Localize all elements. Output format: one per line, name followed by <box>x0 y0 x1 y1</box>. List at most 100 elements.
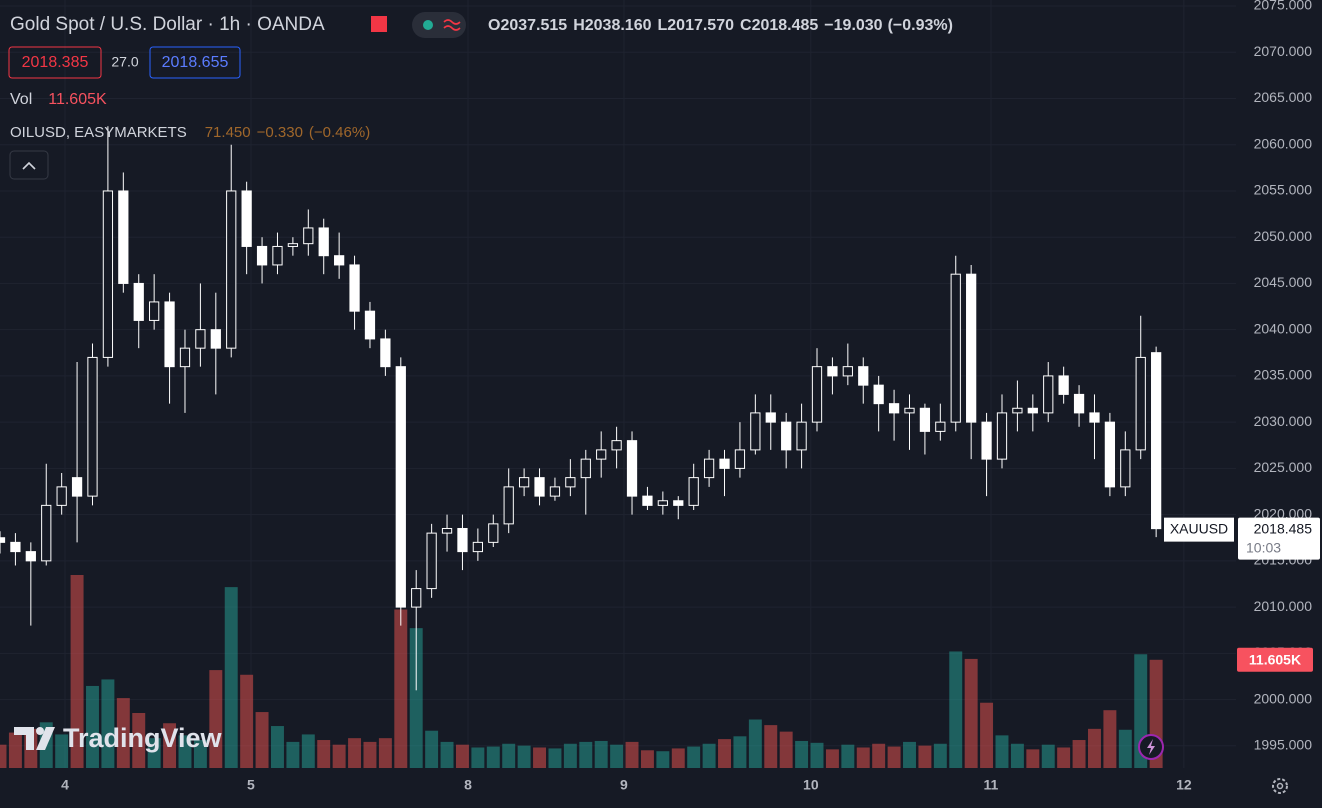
volume-bar <box>841 744 855 768</box>
candle-body <box>195 329 206 349</box>
candle-body <box>688 477 699 506</box>
volume-bar <box>317 740 331 768</box>
volume-bar <box>1026 749 1040 768</box>
volume-bar <box>825 749 839 768</box>
bid-box <box>8 46 102 79</box>
candle-body <box>1120 449 1131 488</box>
candle-body <box>811 366 823 423</box>
candle-body <box>580 458 591 479</box>
candle-body <box>149 301 160 321</box>
candle-body <box>518 477 530 488</box>
candle-body <box>256 245 268 266</box>
candle-body <box>703 458 715 479</box>
logo <box>14 727 55 750</box>
candle-body <box>426 532 437 590</box>
candle-body <box>765 412 776 423</box>
volume-bar <box>1072 740 1086 768</box>
status-pill[interactable] <box>412 12 466 38</box>
y-tick-label: 2050.000 <box>1254 228 1313 244</box>
change-value: −19.030 <box>824 17 882 34</box>
candle-body <box>796 421 807 451</box>
volume-bar <box>209 670 223 768</box>
y-tick-label: 1995.000 <box>1254 737 1313 753</box>
candle-body <box>673 500 684 506</box>
volume-bar <box>748 719 762 768</box>
overlay-value: 71.450 <box>205 124 251 141</box>
candle-body <box>1151 352 1162 530</box>
volume-bar <box>887 746 901 768</box>
volume-bar <box>147 738 161 768</box>
volume-bar <box>409 628 423 768</box>
overlay-change: −0.330 <box>257 124 303 141</box>
volume-bar <box>255 712 269 768</box>
volume-bar <box>964 658 978 768</box>
ask-price: 2018.655 <box>162 54 229 71</box>
volume-bar <box>1088 728 1101 768</box>
y-tick-label: 2035.000 <box>1254 367 1313 383</box>
candle-body <box>287 243 299 247</box>
volume-bar <box>625 741 639 768</box>
volume-bar <box>810 742 824 768</box>
flag-icon[interactable] <box>371 16 387 32</box>
ohlc-letter: O <box>488 17 500 34</box>
y-tick-label: 2040.000 <box>1254 320 1313 336</box>
volume-bar <box>656 751 670 768</box>
volume-bar <box>1118 729 1132 768</box>
price-axis <box>1236 0 1322 808</box>
time-axis <box>0 768 1322 808</box>
volume-bar <box>533 747 547 768</box>
collapse-button[interactable] <box>9 150 49 180</box>
candle-body <box>873 384 884 405</box>
ohlc-letter: C <box>740 17 752 34</box>
candle-body <box>966 273 977 423</box>
volume-bar <box>579 741 593 768</box>
change-percent: (−0.93%) <box>888 17 953 34</box>
open-value: 2037.515 <box>500 17 567 34</box>
candle-body <box>303 227 314 245</box>
volume-bar <box>1057 747 1071 768</box>
candle-body <box>349 264 360 312</box>
volume-bar <box>332 744 346 768</box>
candle-body <box>488 523 499 543</box>
candle-body <box>919 407 931 432</box>
high-value: 2038.160 <box>585 17 652 34</box>
settings-icon <box>1276 782 1284 790</box>
candle-body <box>1027 407 1038 414</box>
volume-bar <box>471 747 485 768</box>
candle-body <box>241 190 252 247</box>
spread: 27.0 <box>111 54 138 70</box>
volume-tag-label: 11.605K <box>1249 652 1301 668</box>
candle-body <box>657 500 668 506</box>
volume-bar <box>795 740 809 768</box>
ohlc-letter: L <box>657 17 667 34</box>
volume-bar <box>132 712 146 768</box>
candle-body <box>642 495 653 506</box>
candle-body <box>25 551 36 562</box>
volume-bar <box>0 744 7 768</box>
volume-bar <box>224 587 238 768</box>
x-tick-label: 10 <box>803 777 819 793</box>
candle-body <box>734 449 746 469</box>
volume-bar <box>101 679 115 768</box>
candle-body <box>318 227 329 257</box>
volume-bar <box>286 741 300 768</box>
candle-body <box>380 338 391 368</box>
candle-body <box>781 421 792 451</box>
candle-body <box>226 190 237 349</box>
volume-bar <box>980 702 994 768</box>
candle-body <box>395 366 406 608</box>
ohlc-letter: H <box>573 17 585 34</box>
volume-bar <box>394 609 408 768</box>
volume-bar <box>856 747 870 768</box>
candle-body <box>164 301 175 368</box>
volume-bar <box>610 744 624 768</box>
y-tick-label: 2075.000 <box>1254 0 1313 13</box>
volume-bar <box>440 741 454 768</box>
volume-bar <box>193 740 207 768</box>
volume-bar <box>363 741 377 768</box>
volume-bar <box>348 738 362 768</box>
candle-body <box>472 541 483 553</box>
candle-body <box>888 403 900 414</box>
settings-button[interactable] <box>1272 778 1288 794</box>
